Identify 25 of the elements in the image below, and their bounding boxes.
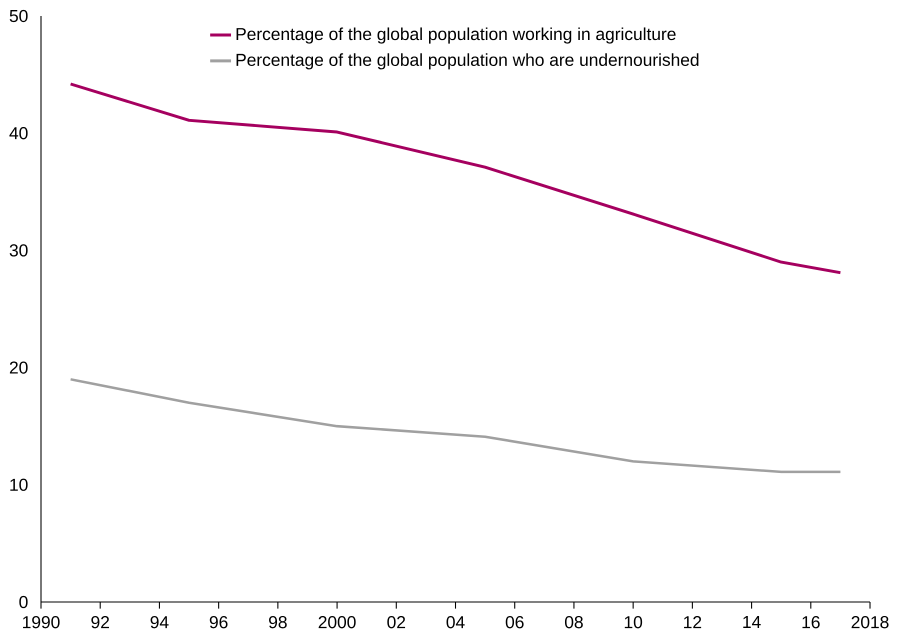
y-tick-label: 50 [10,10,28,22]
x-tick-label: 92 [91,616,109,628]
legend-label: Percentage of the global population working in agriculture [236,27,676,44]
line-series [69,82,842,274]
x-tick-label: 08 [564,616,583,628]
x-tick-label: 06 [506,616,524,628]
x-tick-label: 94 [150,616,169,628]
x-tick-label: 2000 [318,616,356,628]
y-tick-label: 40 [9,127,28,140]
legend-label: Percentage of the global population who are undernourished [236,53,698,70]
x-tick-label: 16 [802,616,820,628]
y-tick-label: 30 [10,244,28,257]
x-tick-label: 14 [743,616,761,628]
line-series [69,378,842,474]
x-tick-label: 2018 [852,616,889,628]
x-tick-label: 1990 [23,616,60,628]
x-tick-label: 12 [684,616,702,628]
y-tick-label: 0 [19,596,28,608]
x-tick-label: 10 [624,616,642,628]
x-tick-label: 04 [446,616,465,628]
x-tick-label: 02 [387,616,406,628]
x-tick-label: 96 [210,616,228,628]
x-tick-label: 98 [269,616,287,628]
y-tick-label: 20 [10,361,28,374]
y-tick-label: 10 [10,478,28,491]
